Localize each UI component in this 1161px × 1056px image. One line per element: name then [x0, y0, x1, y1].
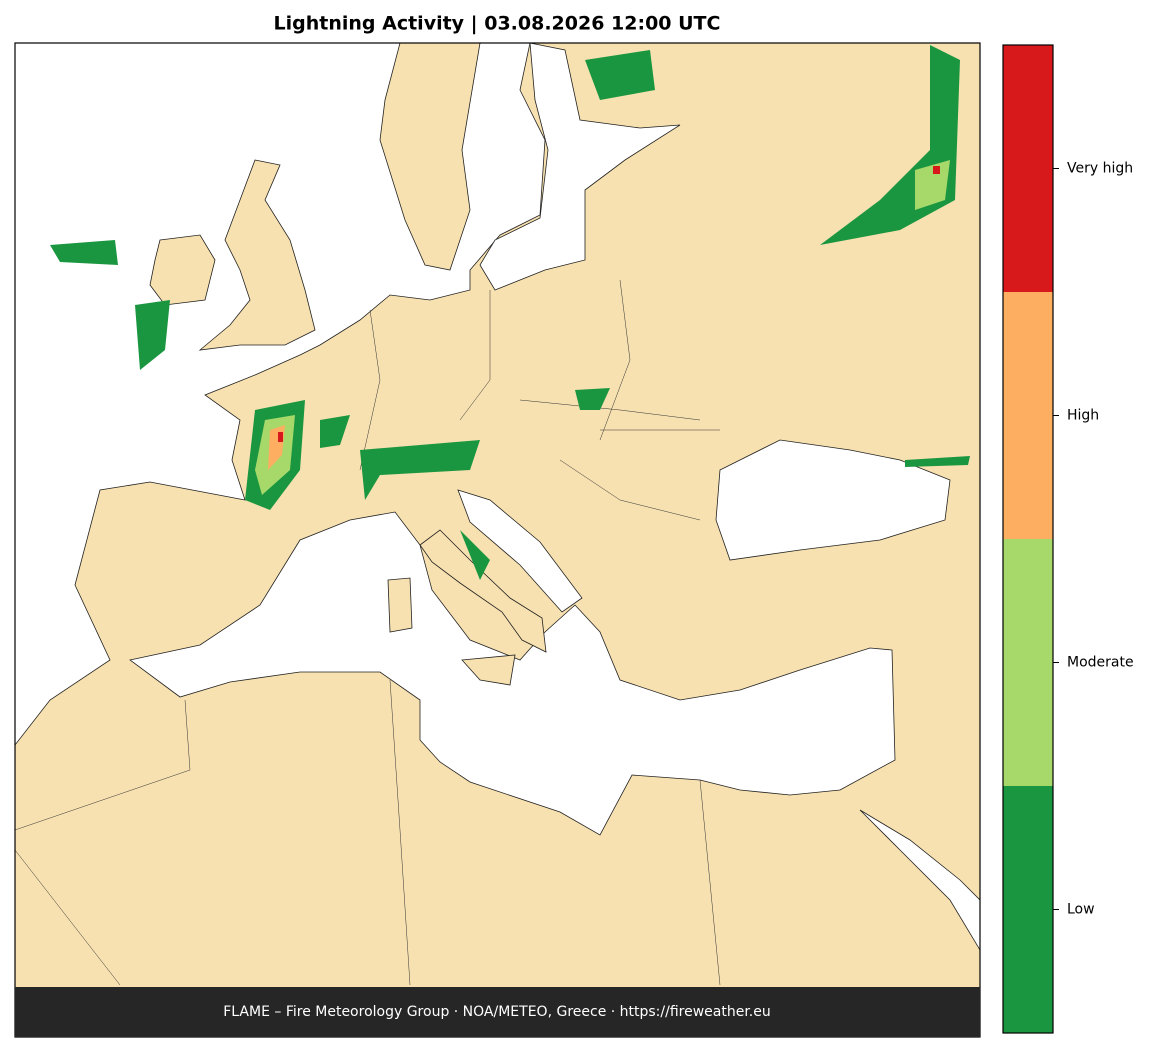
colorbar-label: Very high [1067, 161, 1133, 177]
italy [419, 529, 547, 653]
colorbar-segment [1003, 45, 1053, 292]
ireland [149, 234, 216, 306]
colorbar-frame [1002, 44, 1054, 1034]
map [15, 43, 980, 1037]
colorbar-label: High [1067, 408, 1099, 424]
baltic [479, 43, 681, 291]
map-title: Lightning Activity | 03.08.2026 12:00 UT… [274, 13, 721, 35]
borders [15, 279, 721, 986]
black-sea [715, 439, 951, 561]
atlantic [15, 43, 546, 746]
footer-text: FLAME – Fire Meteorology Group · NOA/MET… [223, 1004, 771, 1020]
colorbar-segment [1003, 786, 1053, 1033]
red-sea [859, 809, 980, 951]
footer-bar [15, 987, 980, 1037]
colorbar-label: Low [1067, 902, 1095, 918]
adriatic [457, 489, 583, 613]
great-britain [198, 159, 316, 351]
lightning-cells [50, 45, 970, 580]
colorbar-segment [1003, 539, 1053, 786]
colorbar-label: Moderate [1067, 655, 1134, 671]
sardinia [387, 577, 413, 633]
colorbar-segment [1003, 292, 1053, 539]
sicily [461, 654, 516, 686]
mediterranean [129, 511, 896, 836]
colorbar: Low Moderate High Very high [1003, 45, 1134, 1033]
